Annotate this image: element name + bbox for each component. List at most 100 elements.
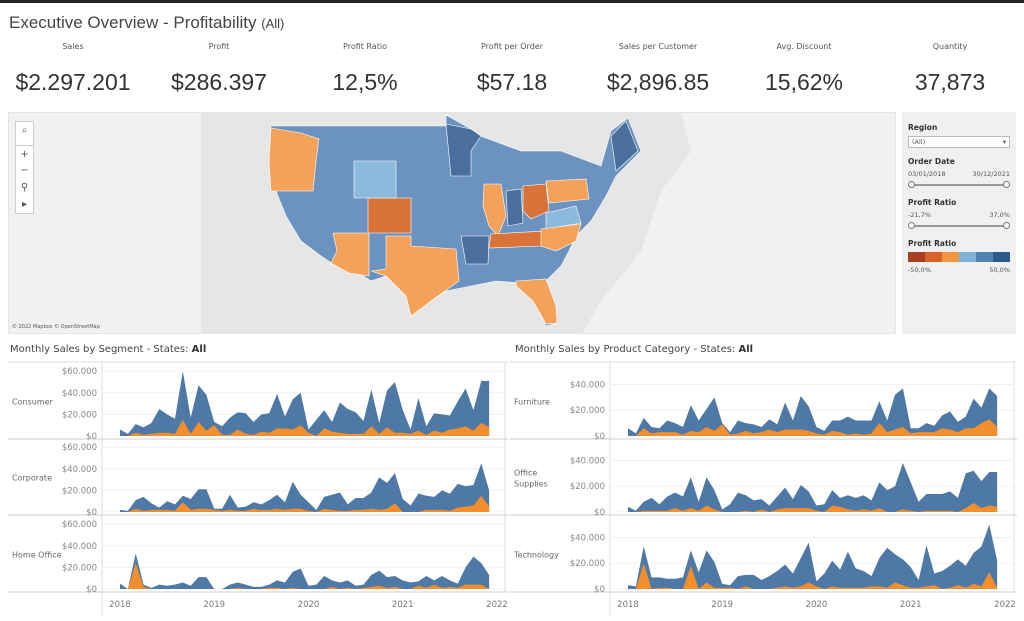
state-north-carolina[interactable]: [540, 223, 582, 252]
y-tick-label: $40.000: [570, 456, 605, 466]
region-value: (All): [912, 138, 926, 146]
panel-label: Home Office: [12, 551, 62, 560]
y-tick-label: $40.000: [62, 389, 97, 399]
y-tick-label: $40.000: [570, 380, 605, 390]
profit-area[interactable]: [628, 419, 998, 436]
panel-label: Technology: [513, 551, 559, 560]
x-tick-label: 2018: [109, 600, 131, 610]
profit-ratio-min[interactable]: -21,7%: [908, 211, 931, 219]
zoom-out-icon[interactable]: −: [20, 165, 29, 176]
kpi-value: $286.397: [171, 69, 267, 95]
profit-area[interactable]: [628, 502, 998, 512]
x-tick-label: 2022: [994, 600, 1016, 610]
map-attribution: © 2022 Mapbox © OpenStreetMap: [12, 324, 100, 330]
profit-ratio-legend-label: Profit Ratio: [908, 239, 957, 248]
kpi-label: Quantity: [932, 42, 968, 51]
sales-area[interactable]: [628, 463, 998, 512]
y-tick-label: $60.000: [62, 367, 97, 377]
state-wyoming[interactable]: [353, 160, 397, 199]
state-colorado[interactable]: [367, 197, 412, 234]
profit-area[interactable]: [120, 495, 490, 512]
region-dropdown[interactable]: (All) ▾: [908, 136, 1010, 148]
legend-max: 50,0%: [989, 266, 1010, 274]
kpi-profit-per-order: Profit per Order $57.18: [439, 42, 585, 96]
slider-handle-start[interactable]: [908, 181, 915, 188]
order-date-end[interactable]: 30/12/2021: [972, 170, 1010, 178]
state-minnesota[interactable]: [445, 123, 482, 177]
y-tick-label: $0: [594, 432, 605, 442]
state-pennsylvania[interactable]: [545, 178, 590, 204]
order-date-start[interactable]: 03/01/2018: [908, 170, 946, 178]
kpi-label: Avg. Discount: [776, 42, 832, 51]
map-controls: ⌕ + − ⚲ ▸: [15, 121, 34, 214]
panel-label: Furniture: [514, 398, 550, 407]
order-date-label: Order Date: [908, 157, 955, 166]
y-tick-label: $20.000: [570, 559, 605, 569]
title-filter-suffix: (All): [261, 16, 285, 31]
slider-handle-start[interactable]: [908, 222, 915, 229]
kpi-label: Sales per Customer: [618, 42, 698, 51]
y-tick-label: $20.000: [62, 486, 97, 496]
pin-icon[interactable]: ⚲: [20, 182, 29, 193]
sales-area[interactable]: [628, 524, 998, 589]
kpi-avg-discount: Avg. Discount 15,62%: [731, 42, 877, 96]
y-tick-label: $0: [86, 432, 97, 442]
category-chart-title: Monthly Sales by Product Category - Stat…: [515, 344, 754, 355]
x-tick-label: 2022: [486, 600, 508, 610]
profit-area[interactable]: [120, 563, 490, 589]
kpi-quantity: Quantity 37,873: [877, 42, 1023, 96]
state-texas[interactable]: [370, 235, 460, 317]
state-oregon[interactable]: [268, 127, 320, 192]
x-tick-label: 2021: [900, 600, 922, 610]
panel-label: Consumer: [12, 398, 54, 407]
state-virginia[interactable]: [545, 205, 582, 230]
x-tick-label: 2019: [711, 600, 733, 610]
panel-label: Corporate: [12, 474, 52, 483]
y-tick-label: $20.000: [62, 410, 97, 420]
play-icon[interactable]: ▸: [21, 199, 28, 210]
state-ohio[interactable]: [522, 183, 550, 220]
sales-area[interactable]: [120, 463, 490, 512]
slider-handle-end[interactable]: [1003, 181, 1010, 188]
kpi-sales-per-customer: Sales per Customer $2,896.85: [585, 42, 731, 96]
y-tick-label: $0: [594, 508, 605, 518]
x-tick-label: 2019: [203, 600, 225, 610]
legend-min: -50,0%: [908, 266, 931, 274]
page-title: Executive Overview - Profitability (All): [9, 13, 285, 32]
kpi-value: $2.297.201: [15, 69, 131, 95]
profit-area[interactable]: [120, 419, 490, 436]
y-tick-label: $0: [594, 585, 605, 595]
profit-ratio-filter-label: Profit Ratio: [908, 198, 957, 207]
state-maine[interactable]: [610, 120, 639, 172]
panel-label: Office Supplies: [514, 469, 548, 489]
zoom-in-icon[interactable]: +: [16, 145, 33, 162]
dropdown-arrow-icon: ▾: [1002, 138, 1006, 146]
profit-ratio-slider[interactable]: [908, 222, 1010, 230]
state-arkansas[interactable]: [460, 235, 490, 265]
order-date-slider[interactable]: [908, 181, 1010, 189]
y-tick-label: $20.000: [570, 482, 605, 492]
profit-ratio-max[interactable]: 37,0%: [989, 211, 1010, 219]
x-tick-label: 2021: [392, 600, 414, 610]
slider-handle-end[interactable]: [1003, 222, 1010, 229]
state-florida[interactable]: [515, 278, 558, 325]
sales-area[interactable]: [120, 371, 490, 436]
profit-ratio-map[interactable]: ⌕ + − ⚲ ▸ © 2022 Mapbox © OpenStreetMap: [8, 112, 896, 334]
state-indiana[interactable]: [505, 188, 524, 227]
search-icon[interactable]: ⌕: [21, 125, 28, 136]
profit-area[interactable]: [628, 563, 998, 589]
state-tennessee[interactable]: [488, 230, 547, 249]
kpi-label: Sales: [62, 42, 84, 51]
sales-area[interactable]: [628, 388, 998, 436]
panel-label-line: Supplies: [514, 480, 548, 489]
x-tick-label: 2018: [617, 600, 639, 610]
kpi-label: Profit per Order: [481, 42, 543, 51]
us-states-map[interactable]: [9, 113, 896, 334]
sales-area[interactable]: [120, 553, 490, 589]
kpi-label: Profit: [208, 42, 230, 51]
legend-swatch: [925, 252, 942, 262]
legend-swatch: [908, 252, 925, 262]
kpi-value: $2,896.85: [606, 69, 710, 95]
kpi-profit-ratio: Profit Ratio 12,5%: [292, 42, 438, 96]
chart-0: $0 $20.000 $40.000 $60.000 Consumer $0 $20.000…: [8, 361, 508, 615]
